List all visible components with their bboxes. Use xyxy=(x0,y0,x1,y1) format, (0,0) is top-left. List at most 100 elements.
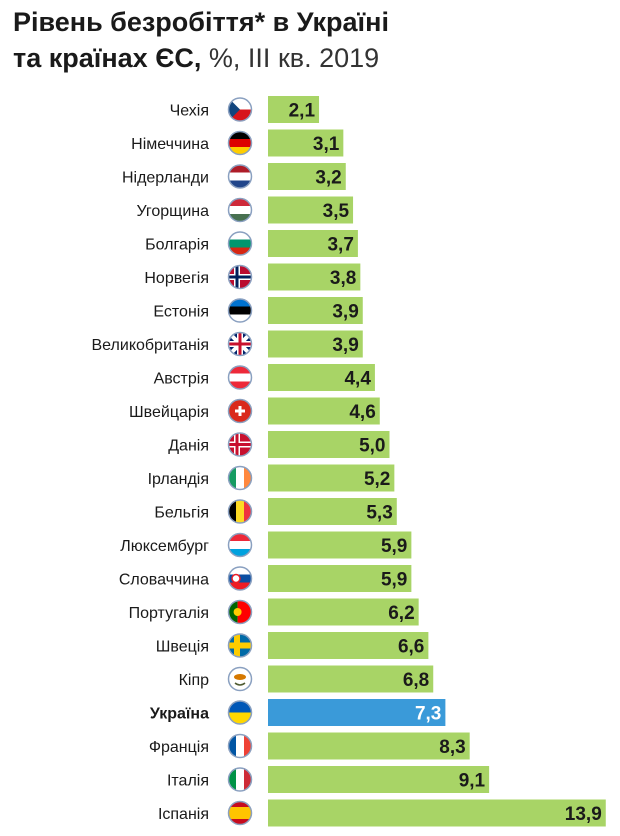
flag-icon-bg xyxy=(227,231,253,256)
flag-icon-at xyxy=(227,365,253,390)
bar xyxy=(268,464,395,492)
category-label: Бельгія xyxy=(154,505,209,522)
bar-row: Данія 5,0 xyxy=(168,431,390,458)
flag-icon-hu xyxy=(227,197,253,223)
bar-row: Німеччина 3,1 xyxy=(131,129,344,157)
bar xyxy=(268,766,490,793)
value-label: 4,4 xyxy=(344,369,371,390)
value-label: 3,9 xyxy=(332,302,358,323)
bar xyxy=(268,531,412,559)
title-line1: Рівень безробіття* в Україні xyxy=(13,7,389,37)
bar-row: Угорщина 3,5 xyxy=(136,196,354,224)
category-label: Чехія xyxy=(170,103,209,120)
flag-icon-sk xyxy=(227,566,253,591)
bar-row: Норвегія 3,8 xyxy=(144,263,361,291)
category-label: Угорщина xyxy=(136,203,209,220)
category-label: Швеція xyxy=(156,639,209,656)
category-label: Словаччина xyxy=(119,572,209,589)
bar xyxy=(268,330,363,358)
value-label: 2,1 xyxy=(289,101,316,122)
category-label: Нідерланди xyxy=(122,170,209,187)
bar xyxy=(268,163,346,190)
flag-icon-ee xyxy=(227,298,253,323)
bar xyxy=(268,799,606,827)
bar xyxy=(268,297,363,324)
flag-icon-de xyxy=(227,130,253,156)
value-label: 3,2 xyxy=(315,168,341,189)
flag-icon-fr xyxy=(227,733,253,759)
flag-icon-es xyxy=(227,800,253,826)
flag-icon-it xyxy=(227,767,253,792)
category-label: Ірландія xyxy=(148,471,209,488)
category-label: Україна xyxy=(150,706,209,723)
category-label: Люксембург xyxy=(120,538,209,555)
bar-row: Австрія 4,4 xyxy=(154,364,375,391)
category-label: Великобританія xyxy=(92,337,210,354)
value-label: 3,9 xyxy=(332,335,358,356)
bar-row: Іспанія 13,9 xyxy=(158,799,606,827)
value-label: 3,8 xyxy=(330,268,356,289)
category-label: Німеччина xyxy=(131,136,209,153)
category-label: Данія xyxy=(168,438,209,455)
value-label: 6,8 xyxy=(403,670,429,691)
value-label: 5,2 xyxy=(364,469,390,490)
value-label: 3,5 xyxy=(323,201,350,222)
flag-icon-ua xyxy=(227,700,253,725)
category-label: Австрія xyxy=(154,371,209,388)
category-label: Італія xyxy=(167,773,209,790)
bar-row: Італія 9,1 xyxy=(167,766,490,793)
flag-icon-lu xyxy=(227,532,253,558)
bar xyxy=(268,732,470,760)
bar-row: Швеція 6,6 xyxy=(156,632,429,659)
bar xyxy=(268,196,354,224)
flag-icon-cy xyxy=(227,666,253,692)
bar-row: Великобританія 3,9 xyxy=(92,330,363,358)
bar xyxy=(268,96,320,123)
category-label: Болгарія xyxy=(145,237,209,254)
category-label: Швейцарія xyxy=(129,404,209,421)
category-label: Португалія xyxy=(129,605,209,622)
bar-row: Болгарія 3,7 xyxy=(145,230,358,257)
value-label: 7,3 xyxy=(415,704,441,725)
bar-row: Естонія 3,9 xyxy=(153,297,363,324)
category-label: Естонія xyxy=(153,304,209,321)
value-label: 4,6 xyxy=(349,402,375,423)
bar xyxy=(268,665,434,693)
category-label: Франція xyxy=(149,739,209,756)
value-label: 6,2 xyxy=(388,603,414,624)
value-label: 3,1 xyxy=(313,134,340,155)
bar-row: Люксембург 5,9 xyxy=(120,531,412,559)
bar-row: Кіпр 6,8 xyxy=(179,665,434,693)
bar-row: Португалія 6,2 xyxy=(129,598,419,626)
chart-title: Рівень безробіття* в Україні та країнах … xyxy=(13,4,389,76)
value-label: 13,9 xyxy=(565,804,602,825)
bar xyxy=(268,498,397,525)
bar-row: Ірландія 5,2 xyxy=(148,464,395,492)
bar-row: Чехія 2,1 xyxy=(170,96,320,123)
bar xyxy=(268,431,390,458)
category-label: Іспанія xyxy=(158,806,209,823)
bar xyxy=(268,364,375,391)
bar xyxy=(268,699,446,726)
value-label: 3,7 xyxy=(327,235,353,256)
category-label: Норвегія xyxy=(144,270,209,287)
flag-icon-cz xyxy=(227,97,253,122)
flag-icon-pt xyxy=(227,599,253,625)
bar xyxy=(268,598,419,626)
value-label: 5,9 xyxy=(381,570,407,591)
bar xyxy=(268,129,344,157)
value-label: 5,3 xyxy=(366,503,392,524)
bar-row: Швейцарія 4,6 xyxy=(129,397,380,425)
flag-icon-ie xyxy=(227,465,253,491)
value-label: 5,9 xyxy=(381,536,407,557)
bar xyxy=(268,397,380,425)
title-line2-bold: та країнах ЄС, xyxy=(13,43,202,73)
bar-row: Франція 8,3 xyxy=(149,732,470,760)
flag-icon-se xyxy=(227,633,253,658)
category-label: Кіпр xyxy=(179,672,210,689)
bar-row: Словаччина 5,9 xyxy=(119,565,412,592)
bar xyxy=(268,565,412,592)
value-label: 5,0 xyxy=(359,436,385,457)
bar-row: Нідерланди 3,2 xyxy=(122,163,346,190)
